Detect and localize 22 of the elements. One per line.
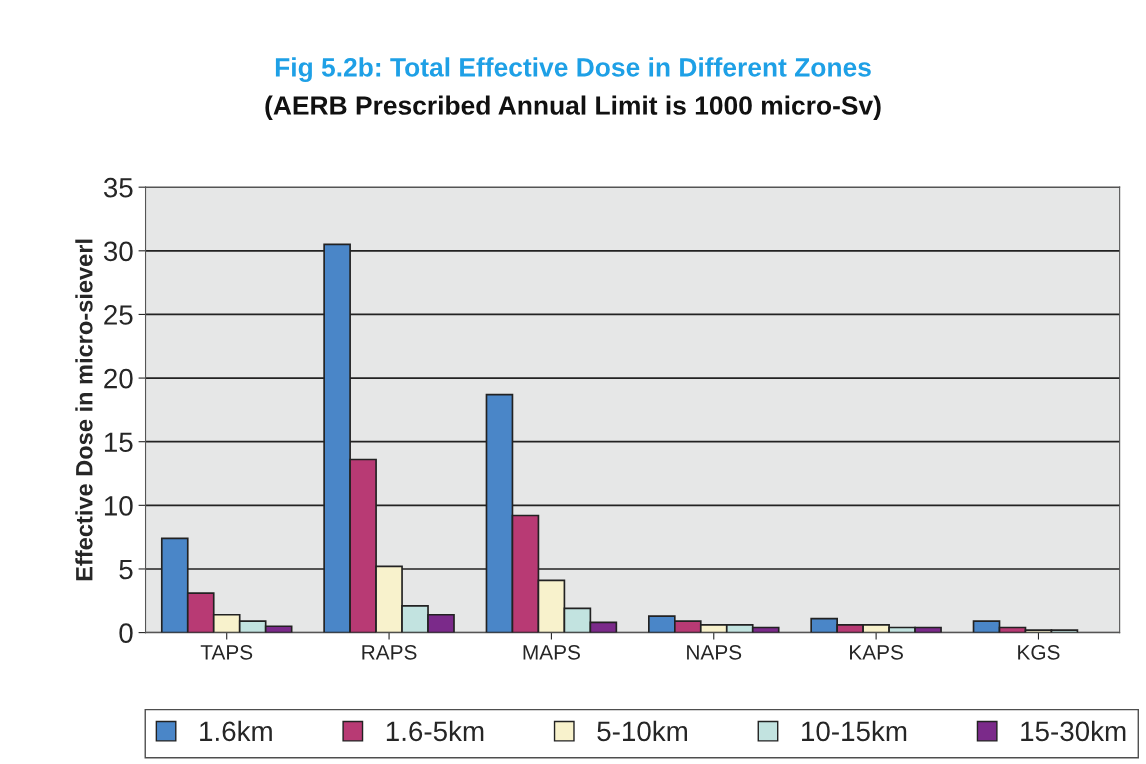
y-tick-label: 25 bbox=[104, 305, 133, 325]
x-tick-label: KGS bbox=[1018, 644, 1060, 660]
legend-label: 1.6km bbox=[200, 720, 272, 742]
legend-label: 1.6-5km bbox=[386, 720, 484, 742]
chart-subtitle: (AERB Prescribed Annual Limit is 1000 micro-Sv) bbox=[265, 95, 881, 121]
legend-label: 5-10km bbox=[597, 720, 687, 742]
y-axis-title: Effective Dose in micro-sieverl bbox=[75, 239, 93, 581]
x-tick-label: KAPS bbox=[850, 644, 903, 660]
x-tick-label: MAPS bbox=[523, 644, 580, 660]
x-tick-label: NAPS bbox=[687, 644, 742, 660]
y-tick-label: 5 bbox=[119, 559, 133, 580]
x-tick-label: TAPS bbox=[200, 644, 253, 660]
y-tick-label: 30 bbox=[103, 241, 133, 262]
legend-label: 10-15km bbox=[802, 720, 907, 742]
chart-title: Fig 5.2b: Total Effective Dose in Different Zones bbox=[275, 57, 871, 82]
y-tick-label: 15 bbox=[104, 432, 133, 453]
y-tick-label: 10 bbox=[104, 496, 133, 516]
y-tick-label: 20 bbox=[104, 368, 133, 389]
x-tick-label: RAPS bbox=[362, 644, 417, 660]
y-tick-label: 35 bbox=[103, 177, 133, 198]
y-tick-label: 0 bbox=[119, 623, 133, 643]
legend-label: 15-30km bbox=[1021, 720, 1126, 742]
